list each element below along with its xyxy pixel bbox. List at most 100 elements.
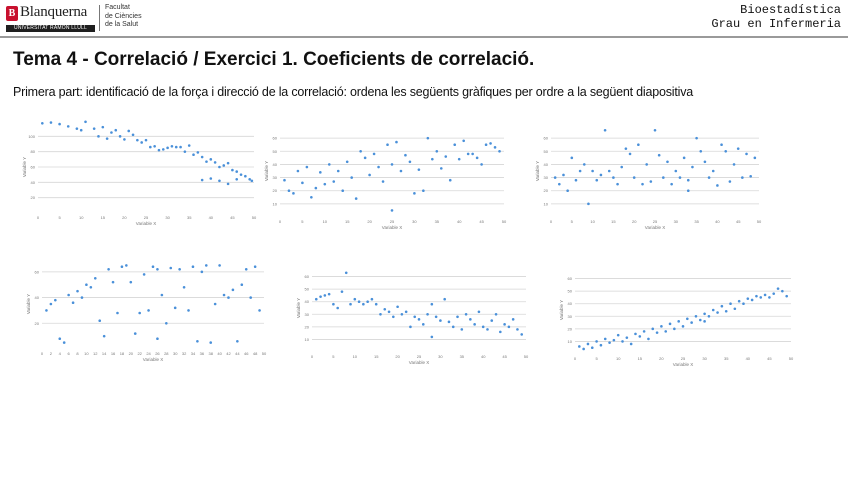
x-tick-label: 35 — [694, 219, 699, 224]
data-point — [341, 189, 345, 193]
y-tick-label: 20 — [544, 188, 549, 193]
x-tick-label: 50 — [252, 215, 257, 220]
data-point — [484, 143, 488, 147]
x-tick-label: 50 — [262, 351, 267, 356]
y-tick-label: 100 — [28, 134, 35, 139]
data-point — [80, 296, 84, 299]
y-tick-label: 10 — [544, 201, 549, 206]
data-point — [607, 169, 611, 173]
data-point — [686, 189, 690, 193]
data-point — [628, 152, 632, 156]
data-point — [499, 330, 502, 334]
data-point — [486, 328, 489, 331]
data-point — [404, 310, 408, 314]
data-point — [235, 177, 239, 181]
x-tick-label: 28 — [164, 351, 169, 356]
data-point — [439, 167, 443, 170]
scatter-plot: 10 20 30 40 50 60 0 5 10 15 20 25 30 35 40 45 50 Variable… — [559, 276, 794, 367]
data-point — [562, 173, 565, 177]
data-point — [629, 342, 633, 346]
data-point — [582, 163, 586, 166]
data-point — [218, 165, 221, 169]
data-point — [336, 306, 339, 310]
x-tick-label: 50 — [502, 219, 507, 224]
data-point — [634, 332, 637, 336]
data-point — [209, 158, 213, 161]
y-tick-label: 30 — [305, 312, 310, 317]
y-axis-label: Variable Y — [535, 161, 540, 181]
data-point — [239, 173, 243, 176]
data-point — [209, 341, 213, 344]
data-point — [125, 264, 128, 267]
x-tick-label: 38 — [208, 351, 213, 356]
x-tick-label: 35 — [435, 219, 440, 224]
data-point — [443, 297, 446, 301]
slide-header: B Blanquerna UNIVERSITAT RAMON LLULL Fac… — [0, 0, 848, 38]
data-point — [287, 189, 291, 193]
data-point — [409, 325, 412, 329]
course-subject: Bioestadística — [740, 3, 841, 17]
x-tick-label: 45 — [502, 354, 507, 359]
data-point — [160, 293, 164, 297]
x-axis-label: Variable X — [136, 221, 156, 226]
data-point — [350, 176, 353, 179]
y-axis-label: Variable Y — [559, 300, 564, 320]
data-point — [140, 141, 143, 144]
data-point — [453, 143, 457, 147]
data-point — [169, 266, 173, 270]
data-point — [699, 149, 703, 153]
data-point — [493, 146, 497, 149]
data-point — [620, 165, 624, 169]
data-point — [772, 292, 776, 295]
data-point — [105, 137, 109, 140]
x-tick-label: 40 — [715, 219, 720, 224]
data-point — [439, 319, 442, 322]
data-point — [173, 306, 177, 310]
blanquerna-logo: B Blanquerna UNIVERSITAT RAMON LLULL — [6, 4, 96, 32]
data-point — [45, 309, 48, 312]
data-point — [296, 169, 300, 173]
data-point — [319, 171, 322, 174]
y-tick-label: 50 — [273, 149, 278, 154]
x-tick-label: 44 — [235, 351, 240, 356]
data-point — [681, 325, 685, 328]
data-point — [157, 148, 161, 152]
x-axis-label: Variable X — [409, 360, 429, 365]
data-point — [678, 176, 682, 179]
data-point — [641, 182, 644, 186]
data-point — [136, 138, 139, 142]
data-point — [785, 294, 788, 298]
data-point — [457, 157, 461, 161]
data-point — [161, 148, 165, 151]
x-tick-label: 15 — [345, 219, 350, 224]
data-point — [248, 177, 251, 181]
x-tick-label: 20 — [659, 356, 664, 361]
data-point — [431, 157, 434, 161]
data-point — [599, 343, 603, 347]
data-point — [191, 265, 195, 269]
x-tick-label: 24 — [146, 351, 151, 356]
data-point — [657, 153, 661, 157]
data-point — [456, 315, 459, 319]
y-tick-label: 60 — [305, 274, 310, 279]
x-tick-label: 5 — [58, 215, 61, 220]
faculty-line: de la Salut — [105, 21, 139, 28]
data-point — [332, 180, 336, 183]
x-tick-label: 36 — [200, 351, 205, 356]
data-point — [174, 145, 178, 149]
x-tick-label: 20 — [632, 219, 637, 224]
data-point — [151, 265, 155, 269]
y-tick-label: 10 — [305, 337, 310, 342]
data-point — [507, 325, 511, 329]
data-point — [196, 339, 199, 343]
x-tick-label: 5 — [595, 356, 598, 361]
data-point — [647, 337, 650, 341]
data-point — [430, 302, 434, 306]
data-point — [362, 302, 365, 306]
data-point — [645, 163, 648, 166]
y-tick-label: 40 — [31, 180, 36, 185]
data-point — [396, 305, 399, 309]
x-tick-label: 35 — [724, 356, 729, 361]
data-point — [603, 337, 607, 341]
